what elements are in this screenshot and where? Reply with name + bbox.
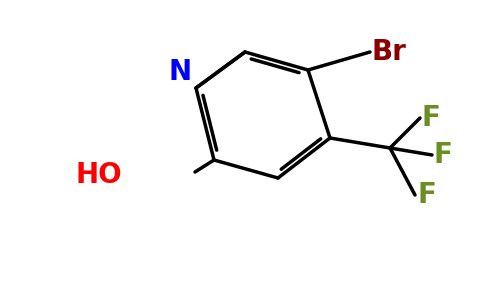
Text: F: F [417, 181, 436, 209]
Text: Br: Br [372, 38, 407, 66]
Text: HO: HO [75, 161, 121, 189]
Text: F: F [422, 104, 441, 132]
Text: N: N [169, 58, 192, 86]
Text: F: F [434, 141, 453, 169]
